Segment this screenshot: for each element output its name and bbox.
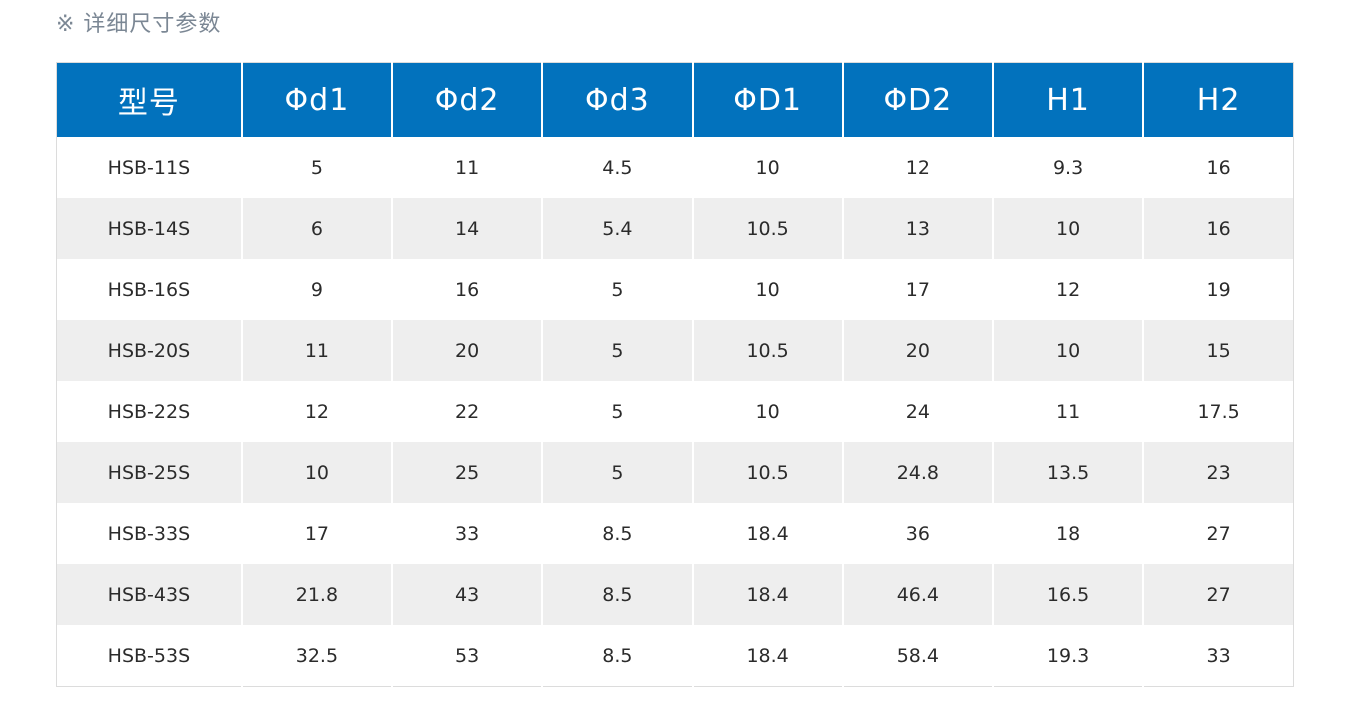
table-row: HSB-25S 10 25 5 10.5 24.8 13.5 23	[56, 442, 1294, 503]
cell-h2: 27	[1142, 564, 1294, 625]
table-row: HSB-43S 21.8 43 8.5 18.4 46.4 16.5 27	[56, 564, 1294, 625]
cell-D1: 10.5	[691, 320, 843, 381]
cell-D2: 24	[841, 381, 993, 442]
cell-h2: 27	[1142, 503, 1294, 564]
cell-D1: 18.4	[691, 564, 843, 625]
table-header-row: 型号 Φd1 Φd2 Φd3 ΦD1 ΦD2 H1 H2	[56, 62, 1294, 137]
cell-d2: 14	[391, 198, 543, 259]
section-title: ※ 详细尺寸参数	[56, 12, 222, 37]
cell-d2: 43	[391, 564, 543, 625]
table-row: HSB-16S 9 16 5 10 17 12 19	[56, 259, 1294, 320]
cell-model: HSB-33S	[56, 503, 242, 564]
cell-h2: 15	[1142, 320, 1294, 381]
cell-d3: 8.5	[541, 564, 693, 625]
cell-d3: 5.4	[541, 198, 693, 259]
cell-h1: 11	[991, 381, 1144, 442]
cell-D1: 10.5	[691, 442, 843, 503]
cell-d1: 10	[240, 442, 393, 503]
cell-h2: 16	[1142, 198, 1294, 259]
cell-h2: 19	[1142, 259, 1294, 320]
cell-D2: 24.8	[841, 442, 993, 503]
cell-model: HSB-14S	[56, 198, 242, 259]
cell-h1: 18	[991, 503, 1144, 564]
cell-h1: 10	[991, 320, 1144, 381]
cell-D2: 17	[841, 259, 993, 320]
header-cell-d1: Φd1	[240, 62, 393, 137]
cell-h2: 33	[1142, 625, 1294, 687]
cell-d1: 9	[240, 259, 393, 320]
cell-h1: 10	[991, 198, 1144, 259]
cell-d1: 6	[240, 198, 393, 259]
cell-d3: 8.5	[541, 625, 693, 687]
cell-d2: 22	[391, 381, 543, 442]
table-body: HSB-11S 5 11 4.5 10 12 9.3 16 HSB-14S 6 14 5.4 10.5 1…	[56, 137, 1294, 687]
cell-D1: 10	[691, 259, 843, 320]
cell-d1: 17	[240, 503, 393, 564]
header-cell-model: 型号	[56, 62, 242, 137]
table-row: HSB-33S 17 33 8.5 18.4 36 18 27	[56, 503, 1294, 564]
cell-model: HSB-53S	[56, 625, 242, 687]
table-row: HSB-22S 12 22 5 10 24 11 17.5	[56, 381, 1294, 442]
cell-d2: 33	[391, 503, 543, 564]
cell-h2: 23	[1142, 442, 1294, 503]
cell-h1: 13.5	[991, 442, 1144, 503]
cell-d3: 5	[541, 259, 693, 320]
cell-d1: 32.5	[240, 625, 393, 687]
cell-d1: 5	[240, 137, 393, 198]
header-cell-d2: Φd2	[391, 62, 543, 137]
dimension-table: 型号 Φd1 Φd2 Φd3 ΦD1 ΦD2 H1 H2 HSB-11S 5 11 4…	[56, 62, 1294, 687]
table-row: HSB-53S 32.5 53 8.5 18.4 58.4 19.3 33	[56, 625, 1294, 687]
header-cell-d3: Φd3	[541, 62, 693, 137]
cell-D1: 18.4	[691, 625, 843, 687]
cell-D2: 36	[841, 503, 993, 564]
cell-d2: 11	[391, 137, 543, 198]
cell-D1: 18.4	[691, 503, 843, 564]
cell-D1: 10	[691, 137, 843, 198]
header-cell-h2: H2	[1142, 62, 1294, 137]
cell-d3: 4.5	[541, 137, 693, 198]
cell-model: HSB-20S	[56, 320, 242, 381]
cell-h1: 9.3	[991, 137, 1144, 198]
cell-model: HSB-25S	[56, 442, 242, 503]
cell-h1: 19.3	[991, 625, 1144, 687]
cell-D2: 12	[841, 137, 993, 198]
cell-h1: 12	[991, 259, 1144, 320]
cell-d3: 8.5	[541, 503, 693, 564]
cell-d3: 5	[541, 442, 693, 503]
cell-D2: 13	[841, 198, 993, 259]
cell-h2: 16	[1142, 137, 1294, 198]
cell-model: HSB-22S	[56, 381, 242, 442]
cell-D1: 10.5	[691, 198, 843, 259]
cell-d2: 25	[391, 442, 543, 503]
cell-d1: 11	[240, 320, 393, 381]
header-cell-D2: ΦD2	[841, 62, 993, 137]
header-cell-h1: H1	[991, 62, 1144, 137]
cell-D1: 10	[691, 381, 843, 442]
cell-D2: 20	[841, 320, 993, 381]
cell-d2: 16	[391, 259, 543, 320]
table-row: HSB-20S 11 20 5 10.5 20 10 15	[56, 320, 1294, 381]
cell-model: HSB-11S	[56, 137, 242, 198]
table-row: HSB-11S 5 11 4.5 10 12 9.3 16	[56, 137, 1294, 198]
table-row: HSB-14S 6 14 5.4 10.5 13 10 16	[56, 198, 1294, 259]
cell-d3: 5	[541, 320, 693, 381]
header-cell-D1: ΦD1	[691, 62, 843, 137]
cell-D2: 46.4	[841, 564, 993, 625]
cell-D2: 58.4	[841, 625, 993, 687]
cell-d1: 21.8	[240, 564, 393, 625]
cell-d1: 12	[240, 381, 393, 442]
cell-h2: 17.5	[1142, 381, 1294, 442]
cell-model: HSB-43S	[56, 564, 242, 625]
cell-d3: 5	[541, 381, 693, 442]
cell-h1: 16.5	[991, 564, 1144, 625]
cell-model: HSB-16S	[56, 259, 242, 320]
cell-d2: 53	[391, 625, 543, 687]
cell-d2: 20	[391, 320, 543, 381]
